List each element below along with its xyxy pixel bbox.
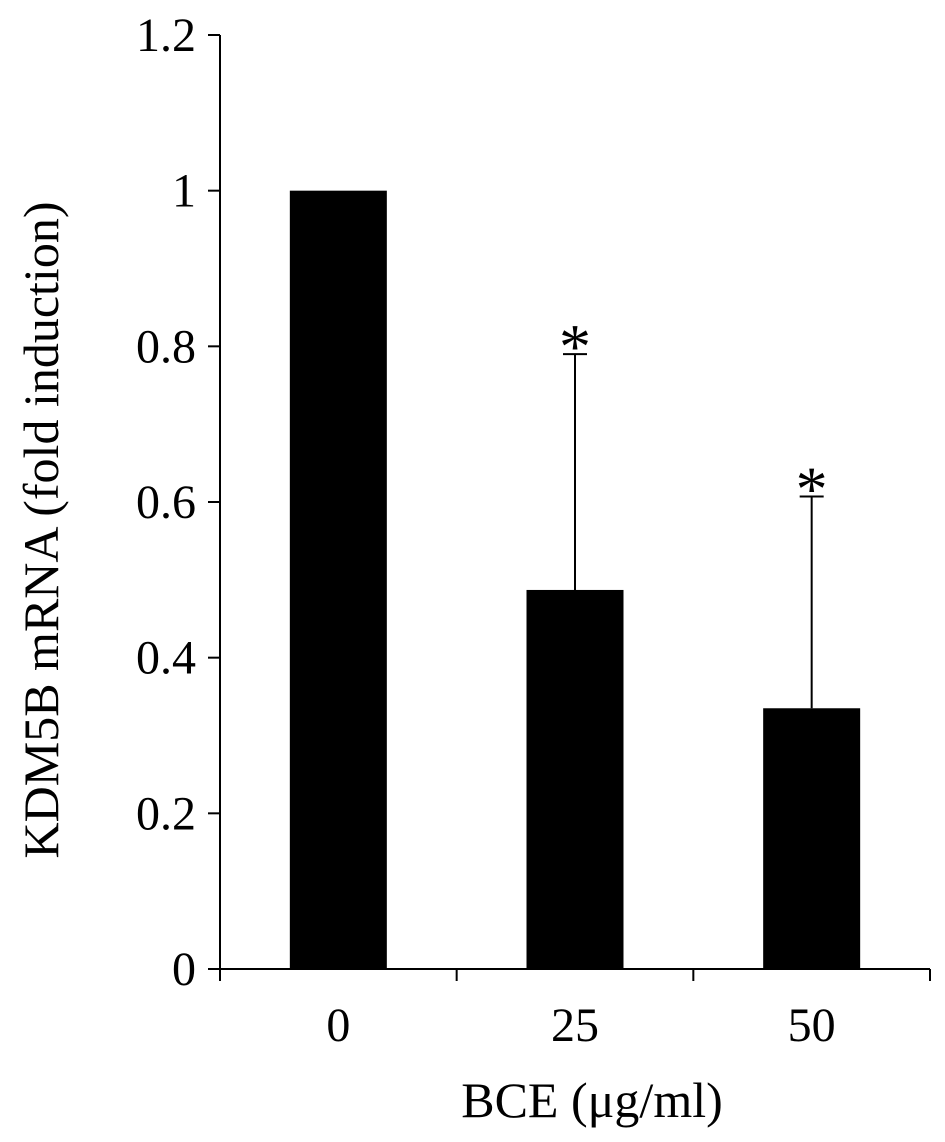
x-tick-label: 50 (788, 999, 836, 1052)
x-tick-label: 0 (326, 999, 350, 1052)
plot-area: 0 0.2 0.4 0.6 0.8 1 1.2 0 * 25 * 50 (136, 9, 931, 1052)
x-tick-label: 25 (551, 999, 599, 1052)
bar-50 (763, 708, 861, 969)
x-axis-title: BCE (μg/ml) (461, 1072, 723, 1128)
y-tick-label: 0.8 (136, 320, 196, 373)
bar-25 (526, 589, 624, 969)
significance-marker-25: * (559, 311, 591, 382)
y-tick-label: 0.2 (136, 787, 196, 840)
y-tick-label: 0 (172, 943, 196, 996)
bar-0 (289, 190, 387, 969)
y-tick-label: 1 (172, 165, 196, 218)
y-tick-label: 1.2 (136, 9, 196, 62)
y-axis-title: KDM5B mRNA (fold induction) (13, 202, 69, 859)
significance-marker-50: * (796, 454, 828, 525)
y-tick-label: 0.6 (136, 476, 196, 529)
y-tick-label: 0.4 (136, 632, 196, 685)
